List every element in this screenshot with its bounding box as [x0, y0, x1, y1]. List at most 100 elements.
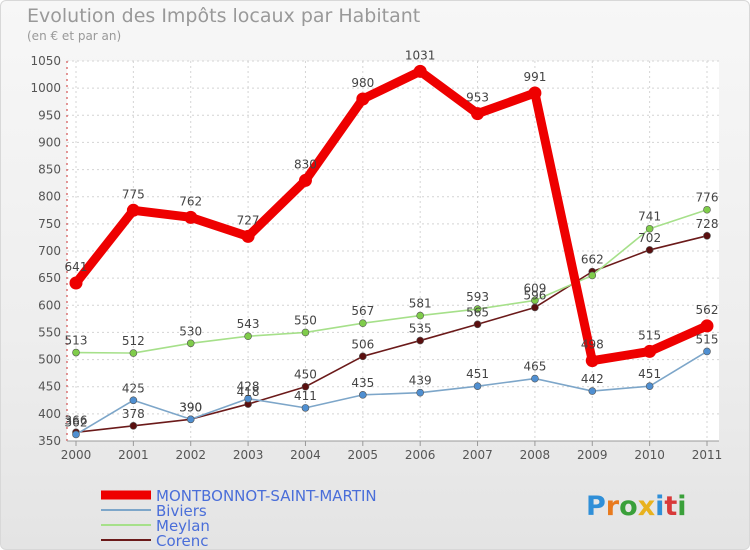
data-label: 562: [696, 303, 719, 317]
data-point-montbonnot-saint-martin: [298, 173, 312, 187]
data-label: 451: [638, 367, 661, 381]
data-label: 435: [351, 376, 374, 390]
data-point-montbonnot-saint-martin: [184, 210, 198, 224]
data-label: 439: [409, 374, 432, 388]
data-point-meylan: [645, 224, 654, 233]
chart-subtitle: (en € et par an): [27, 29, 122, 43]
logo-letter: i: [655, 491, 665, 522]
data-label: 980: [351, 76, 374, 90]
proxiti-logo: Proxiti: [586, 491, 687, 522]
y-tick-label: 1050: [30, 54, 61, 68]
chart-title: Evolution des Impôts locaux par Habitant: [27, 5, 421, 27]
y-tick-label: 350: [38, 434, 61, 448]
data-point-montbonnot-saint-martin: [471, 107, 485, 121]
data-label: 953: [466, 91, 489, 105]
x-tick-label: 2007: [462, 448, 493, 462]
data-label: 450: [294, 368, 317, 382]
data-label: 515: [696, 332, 719, 346]
data-label: 662: [581, 253, 604, 267]
y-tick-label: 500: [38, 353, 61, 367]
data-label: 728: [696, 217, 719, 231]
logo-letter: i: [677, 491, 687, 522]
data-label: 596: [523, 288, 546, 302]
data-label: 593: [466, 290, 489, 304]
data-label: 565: [466, 305, 489, 319]
data-label: 550: [294, 313, 317, 327]
x-tick-label: 2003: [233, 448, 264, 462]
data-point-corenc: [703, 232, 711, 240]
data-point-montbonnot-saint-martin: [69, 276, 83, 290]
data-point-meylan: [186, 339, 195, 348]
data-label: 727: [237, 213, 260, 227]
data-point-meylan: [359, 319, 367, 328]
data-point-corenc: [359, 352, 367, 361]
data-point-meylan: [301, 328, 310, 337]
y-tick-label: 600: [38, 298, 61, 312]
legend-label: Meylan: [156, 517, 210, 535]
data-point-biviers: [72, 430, 80, 439]
y-tick-label: 750: [38, 217, 61, 231]
data-label: 530: [179, 324, 202, 338]
data-label: 411: [294, 389, 317, 403]
data-label: 366: [65, 413, 88, 427]
data-label: 513: [65, 334, 88, 348]
data-point-montbonnot-saint-martin: [356, 92, 370, 106]
data-label: 425: [122, 381, 145, 395]
logo-letter: o: [619, 491, 638, 522]
x-tick-label: 2011: [692, 448, 723, 462]
data-point-montbonnot-saint-martin: [413, 64, 427, 78]
data-point-corenc: [301, 382, 310, 391]
legend-label: Corenc: [156, 532, 208, 550]
data-label: 515: [638, 328, 661, 342]
data-label: 390: [179, 400, 202, 414]
data-point-biviers: [301, 404, 310, 412]
data-label: 741: [638, 210, 661, 224]
data-label: 535: [409, 322, 432, 336]
data-point-meylan: [473, 305, 482, 313]
y-tick-label: 1000: [30, 81, 61, 95]
data-point-montbonnot-saint-martin: [126, 203, 140, 217]
series-line-biviers: [75, 350, 708, 436]
x-tick-label: 2005: [348, 448, 379, 462]
logo-letter: P: [586, 491, 606, 522]
x-tick-label: 2004: [290, 448, 321, 462]
series-line-montbonnot-saint-martin: [71, 66, 712, 366]
y-tick-label: 700: [38, 244, 61, 258]
data-label: 762: [179, 194, 202, 208]
data-label: 775: [122, 187, 145, 201]
legend-label: Biviers: [156, 502, 207, 520]
data-point-biviers: [129, 396, 138, 405]
data-point-meylan: [531, 296, 539, 305]
data-point-corenc: [645, 246, 654, 254]
data-label: 451: [466, 367, 489, 381]
data-point-montbonnot-saint-martin: [700, 319, 714, 333]
x-tick-label: 2010: [634, 448, 665, 462]
x-tick-label: 2002: [175, 448, 206, 462]
data-label: 581: [409, 297, 432, 311]
x-tick-label: 2008: [520, 448, 551, 462]
logo-letter: t: [664, 491, 678, 522]
data-label: 991: [523, 70, 546, 84]
data-point-meylan: [703, 205, 711, 214]
data-point-biviers: [531, 374, 539, 383]
data-point-corenc: [473, 320, 482, 329]
x-tick-label: 2006: [405, 448, 436, 462]
logo-letter: r: [605, 491, 620, 522]
data-label: 390: [179, 400, 202, 414]
data-point-meylan: [588, 271, 597, 280]
data-point-biviers: [186, 415, 195, 424]
data-label: 1031: [405, 48, 436, 62]
data-point-biviers: [359, 391, 367, 399]
data-label: 512: [122, 334, 145, 348]
data-point-montbonnot-saint-martin: [241, 229, 255, 243]
data-point-biviers: [588, 387, 597, 395]
data-point-biviers: [703, 347, 711, 356]
data-label: 543: [237, 317, 260, 331]
y-tick-label: 900: [38, 135, 61, 149]
y-tick-label: 650: [38, 271, 61, 285]
data-label: 418: [237, 385, 260, 399]
x-tick-label: 2009: [577, 448, 608, 462]
data-point-meylan: [244, 332, 252, 341]
